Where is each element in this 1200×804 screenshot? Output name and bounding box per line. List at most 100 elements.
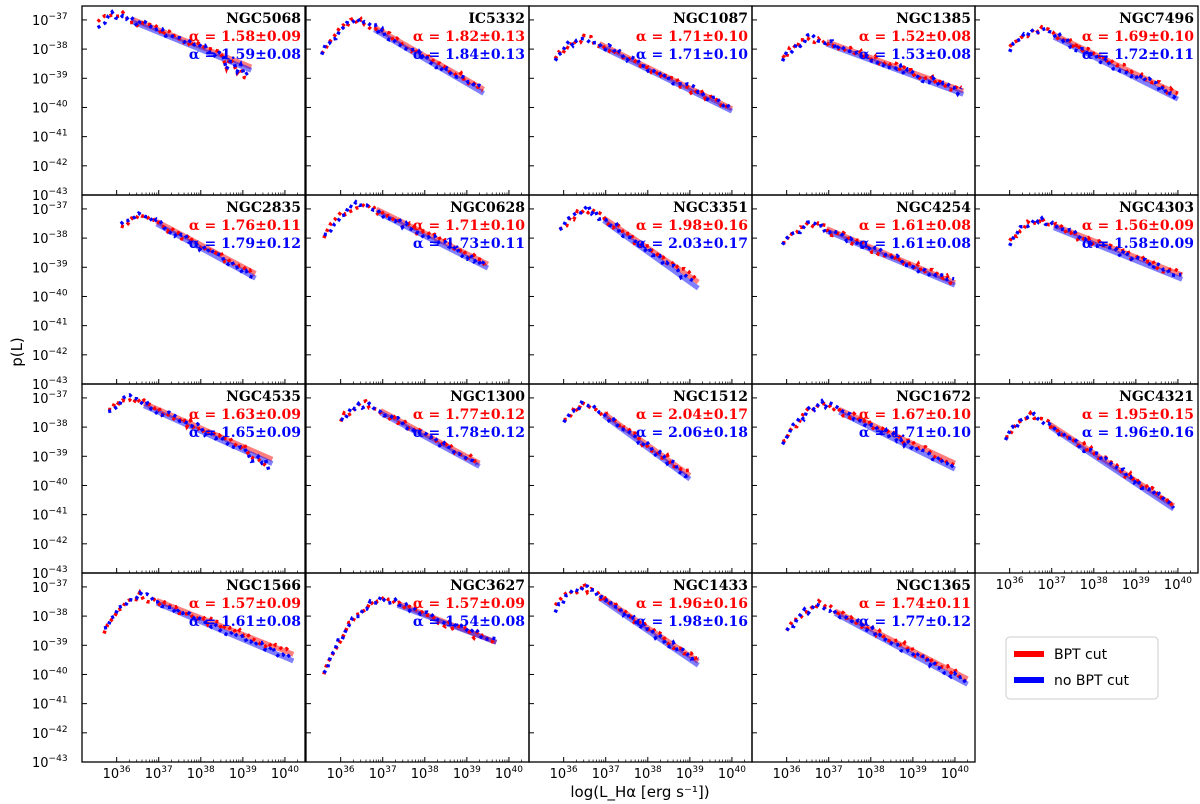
fit-line-no-bpt-cut [1052, 225, 1184, 282]
x-tick-label: 1040 [495, 765, 523, 782]
panel-title: NGC4303 [1119, 200, 1194, 216]
panel-ngc1365: NGC1365 α = 1.74±0.11 α = 1.77±0.12 [751, 572, 976, 763]
panel-ngc5068: NGC5068 α = 1.58±0.09 α = 1.59±0.08 [81, 5, 306, 196]
panel-title: NGC4321 [1119, 389, 1194, 405]
fit-line-no-bpt-cut [1048, 424, 1176, 512]
panel-title: NGC2835 [226, 200, 301, 216]
data-dots-no-bpt-cut [107, 393, 271, 472]
panel-title: NGC1512 [673, 389, 748, 405]
alpha-label-bpt-cut: α = 1.56±0.09 [1082, 218, 1194, 234]
alpha-label-no-bpt-cut: α = 1.71±0.10 [636, 47, 748, 63]
y-tick-label: 10−40 [32, 99, 68, 116]
y-tick-label: 10−40 [32, 288, 68, 305]
x-tick-label: 1038 [634, 765, 662, 782]
y-tick-label: 10−37 [32, 390, 68, 407]
data-dots-no-bpt-cut [323, 199, 487, 270]
data-dots-no-bpt-cut [320, 16, 484, 90]
panel-frame [751, 572, 976, 763]
panel-frame [974, 383, 1199, 574]
data-dots-no-bpt-cut [1008, 26, 1180, 100]
alpha-label-no-bpt-cut: α = 1.72±0.11 [1082, 47, 1194, 63]
y-tick-label: 10−43 [32, 376, 68, 393]
data-dots-no-bpt-cut [1003, 411, 1175, 509]
panel-plot-area [785, 598, 969, 687]
data-dots-no-bpt-cut [780, 31, 963, 98]
legend: BPT cut no BPT cut [1005, 636, 1159, 700]
legend-label-no-bpt-cut: no BPT cut [1054, 673, 1130, 689]
alpha-label-no-bpt-cut: α = 1.65±0.09 [189, 425, 301, 441]
data-dots-bpt-cut [781, 35, 963, 93]
x-tick-label: 1037 [1038, 576, 1066, 593]
y-tick-label: 10−39 [32, 637, 68, 654]
panel-ngc4535: NGC4535 α = 1.63±0.09 α = 1.65±0.09 [81, 383, 306, 574]
panel-plot-area [322, 593, 498, 675]
alpha-label-no-bpt-cut: α = 1.98±0.16 [636, 614, 748, 630]
panel-plot-area [780, 31, 965, 98]
alpha-label-no-bpt-cut: α = 1.54±0.08 [413, 614, 525, 630]
x-tick-label: 1037 [592, 765, 620, 782]
fit-line-bpt-cut [1052, 32, 1180, 97]
panel-plot-area [553, 579, 700, 668]
data-dots-no-bpt-cut [562, 400, 690, 479]
alpha-label-bpt-cut: α = 1.67±0.10 [859, 407, 971, 423]
panel-ngc1300: NGC1300 α = 1.77±0.12 α = 1.78±0.12 [305, 383, 530, 574]
panel-ngc4321: NGC4321 α = 1.95±0.15 α = 1.96±0.16 [974, 383, 1199, 574]
y-tick-label: 10−43 [32, 187, 68, 204]
data-dots-bpt-cut [558, 207, 697, 280]
x-tick-label: 1040 [718, 765, 746, 782]
data-dots-no-bpt-cut [96, 9, 249, 78]
panel-ngc0628: NGC0628 α = 1.71±0.10 α = 1.73±0.11 [305, 194, 530, 385]
y-tick-label: 10−38 [32, 41, 68, 58]
panel-ngc1512: NGC1512 α = 2.04±0.17 α = 2.06±0.18 [528, 383, 753, 574]
alpha-label-bpt-cut: α = 1.61±0.08 [859, 218, 971, 234]
panel-title: NGC1433 [673, 578, 748, 594]
alpha-label-bpt-cut: α = 2.04±0.17 [636, 407, 748, 423]
y-tick-label: 10−39 [32, 448, 68, 465]
alpha-label-bpt-cut: α = 1.71±0.10 [413, 218, 525, 234]
y-tick-label: 10−41 [32, 696, 68, 713]
panel-ngc1087: NGC1087 α = 1.71±0.10 α = 1.71±0.10 [528, 5, 753, 196]
y-tick-label: 10−40 [32, 666, 68, 683]
y-tick-label: 10−39 [32, 70, 68, 87]
y-tick-label: 10−38 [32, 419, 68, 436]
panel-plot-area [96, 9, 253, 81]
x-tick-label: 1039 [676, 765, 704, 782]
panel-title: NGC1365 [896, 578, 971, 594]
alpha-label-bpt-cut: α = 1.63±0.09 [189, 407, 301, 423]
x-tick-label: 1040 [1164, 576, 1192, 593]
panel-plot-area [1008, 214, 1184, 282]
alpha-label-bpt-cut: α = 1.69±0.10 [1082, 29, 1194, 45]
data-dots-bpt-cut [322, 202, 487, 267]
panel-plot-area [322, 199, 490, 271]
panels-layer: NGC5068 α = 1.58±0.09 α = 1.59±0.08 IC5332 α… [81, 5, 1199, 763]
panel-ngc2835: NGC2835 α = 1.76±0.11 α = 1.79±0.12 [81, 194, 306, 385]
alpha-label-no-bpt-cut: α = 1.79±0.12 [189, 236, 301, 252]
x-tick-label: 1037 [145, 765, 173, 782]
alpha-label-bpt-cut: α = 1.96±0.16 [636, 596, 748, 612]
panel-title: NGC1672 [896, 389, 971, 405]
panel-plot-area [1008, 24, 1180, 102]
x-axis-label: log(L_Hα [erg s⁻¹]) [570, 783, 709, 802]
y-tick-label: 10−41 [32, 318, 68, 335]
legend-label-bpt-cut: BPT cut [1054, 647, 1108, 663]
data-dots-no-bpt-cut [558, 201, 697, 284]
panel-title: NGC4254 [896, 200, 971, 216]
x-tick-label: 1036 [103, 765, 131, 782]
alpha-label-bpt-cut: α = 1.74±0.11 [859, 596, 971, 612]
panel-ngc1672: NGC1672 α = 1.67±0.10 α = 1.71±0.10 [751, 383, 976, 574]
x-tick-label: 1036 [327, 765, 355, 782]
y-tick-label: 10−42 [32, 158, 68, 175]
panel-title: NGC5068 [226, 11, 301, 27]
panel-title: NGC0628 [450, 200, 525, 216]
panel-plot-area [781, 220, 956, 288]
panel-title: NGC4535 [226, 389, 301, 405]
panel-plot-area [320, 15, 485, 96]
alpha-label-no-bpt-cut: α = 1.77±0.12 [859, 614, 971, 630]
panel-ngc1385: NGC1385 α = 1.52±0.08 α = 1.53±0.08 [751, 5, 976, 196]
fit-line-no-bpt-cut [155, 221, 257, 281]
data-dots-no-bpt-cut [339, 400, 478, 466]
data-dots-no-bpt-cut [1008, 215, 1182, 277]
x-tick-label: 1038 [1080, 576, 1108, 593]
y-tick-label: 10−42 [32, 347, 68, 364]
